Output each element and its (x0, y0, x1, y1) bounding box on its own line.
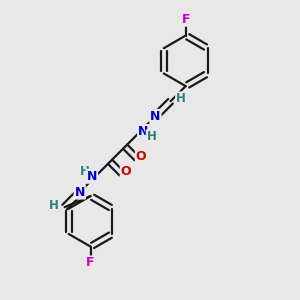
Text: N: N (138, 125, 148, 138)
Text: O: O (136, 150, 146, 163)
Text: H: H (49, 199, 59, 212)
Text: N: N (87, 170, 97, 183)
Text: N: N (75, 185, 85, 199)
Text: H: H (80, 165, 89, 178)
Text: H: H (147, 130, 157, 143)
Text: N: N (150, 110, 161, 123)
Text: F: F (182, 13, 190, 26)
Text: O: O (121, 165, 131, 178)
Text: F: F (86, 256, 95, 269)
Text: H: H (176, 92, 186, 105)
